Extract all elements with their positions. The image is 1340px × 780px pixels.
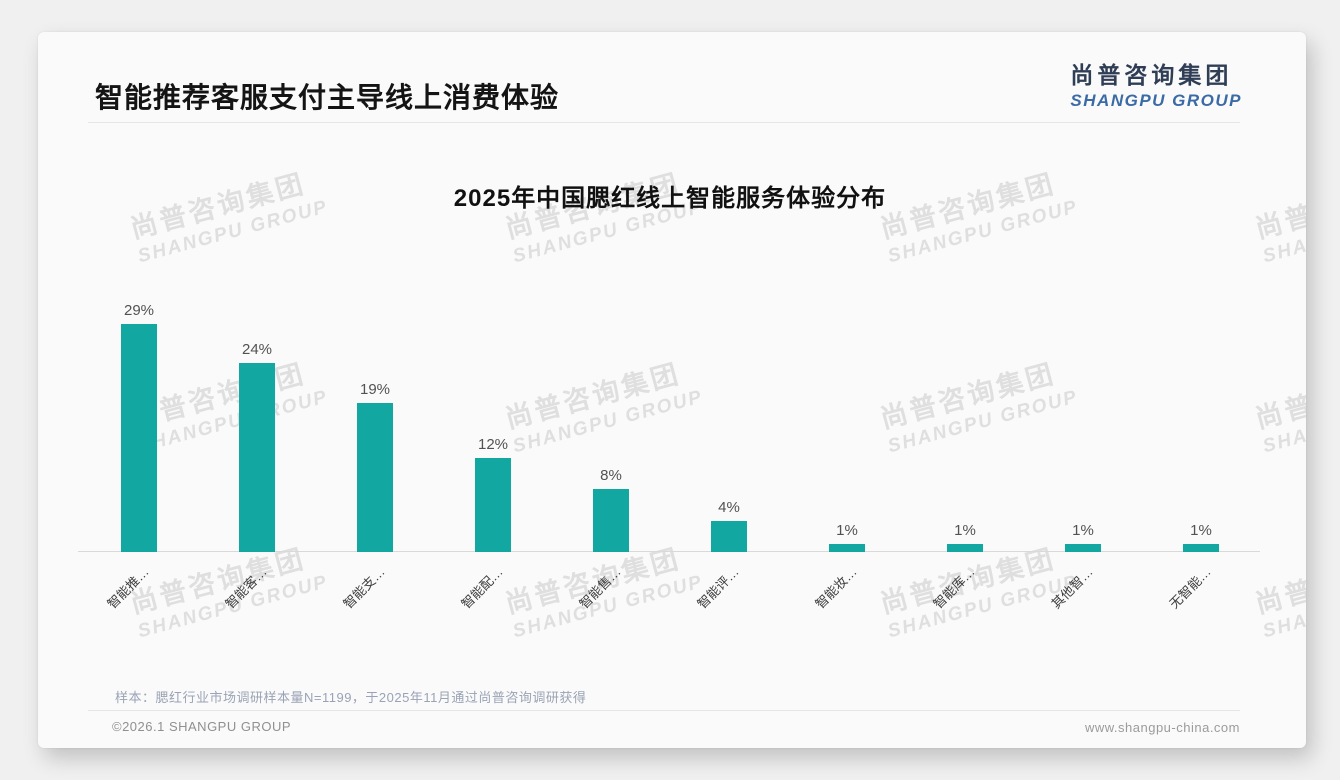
x-axis-label: 智能售… [576, 564, 624, 612]
x-axis-label: 智能客… [222, 564, 270, 612]
bar-column: 1% 其他智… [1024, 290, 1142, 612]
bar-column: 1% 无智能… [1142, 290, 1260, 612]
x-axis-label: 智能库… [930, 564, 978, 612]
bar-value-label: 8% [600, 467, 622, 484]
footer-divider [88, 710, 1240, 711]
bar-value-label: 4% [718, 499, 740, 516]
bar-value-label: 1% [836, 522, 858, 539]
x-axis-line [78, 551, 1260, 552]
x-axis-label: 无智能… [1166, 564, 1214, 612]
bar-column: 8% 智能售… [552, 290, 670, 612]
bar [593, 489, 629, 552]
bar-value-label: 24% [241, 341, 273, 358]
header-divider [88, 122, 1240, 123]
bar [239, 363, 275, 552]
brand-logo-cn-text: 尚普咨询集团 [1070, 62, 1233, 88]
bar-column: 12% 智能配… [434, 290, 552, 612]
bar [1065, 544, 1101, 552]
bar [475, 458, 511, 552]
x-axis-label: 智能配… [458, 564, 506, 612]
bar-column: 29% 智能推… [80, 290, 198, 612]
bar-column: 1% 智能库… [906, 290, 1024, 612]
bar [711, 521, 747, 552]
brand-logo-en-text: SHANGPU GROUP [1070, 91, 1242, 110]
x-axis-label: 其他智… [1048, 564, 1096, 612]
bar-value-label: 1% [1072, 522, 1094, 539]
chart-title: 2025年中国腮红线上智能服务体验分布 [453, 185, 887, 212]
bar-value-label: 12% [477, 436, 509, 453]
bar [357, 403, 393, 552]
bar [1183, 544, 1219, 552]
sample-note: 样本：腮红行业市场调研样本量N=1199，于2025年11月通过尚普咨询调研获得 [115, 690, 587, 705]
slide-card: 尚普咨询集团 SHANGPU GROUP 尚普咨询集团 SHANGPU GROUP 尚普… [38, 32, 1306, 748]
footer-copyright: ©2026.1 SHANGPU GROUP [112, 719, 292, 734]
page-title: 智能推荐客服支付主导线上消费体验 [95, 82, 560, 113]
bar-column: 19% 智能支… [316, 290, 434, 612]
x-axis-label: 智能评… [694, 564, 742, 612]
bar-value-label: 19% [359, 381, 391, 398]
bar-column: 24% 智能客… [198, 290, 316, 612]
bar-value-label: 1% [1190, 522, 1212, 539]
x-axis-label: 智能推… [104, 564, 152, 612]
bar-chart: 29% 智能推… 24% 智能客… 19% 智能支… 12% 智能配… 8% 智能售… 4% 智能评…… [78, 290, 1260, 612]
x-axis-label: 智能妆… [812, 564, 860, 612]
x-axis-label: 智能支… [340, 564, 388, 612]
bar-column: 1% 智能妆… [788, 290, 906, 612]
bar-value-label: 29% [123, 302, 155, 319]
footer-website: www.shangpu-china.com [1084, 720, 1240, 735]
bar [947, 544, 983, 552]
bar [121, 324, 157, 552]
bar [829, 544, 865, 552]
bar-value-label: 1% [954, 522, 976, 539]
brand-logo: 尚普咨询集团 SHANGPU GROUP [1070, 56, 1242, 111]
bar-column: 4% 智能评… [670, 290, 788, 612]
slide-content: 智能推荐客服支付主导线上消费体验 尚普咨询集团 SHANGPU GROUP 20… [38, 32, 1306, 748]
